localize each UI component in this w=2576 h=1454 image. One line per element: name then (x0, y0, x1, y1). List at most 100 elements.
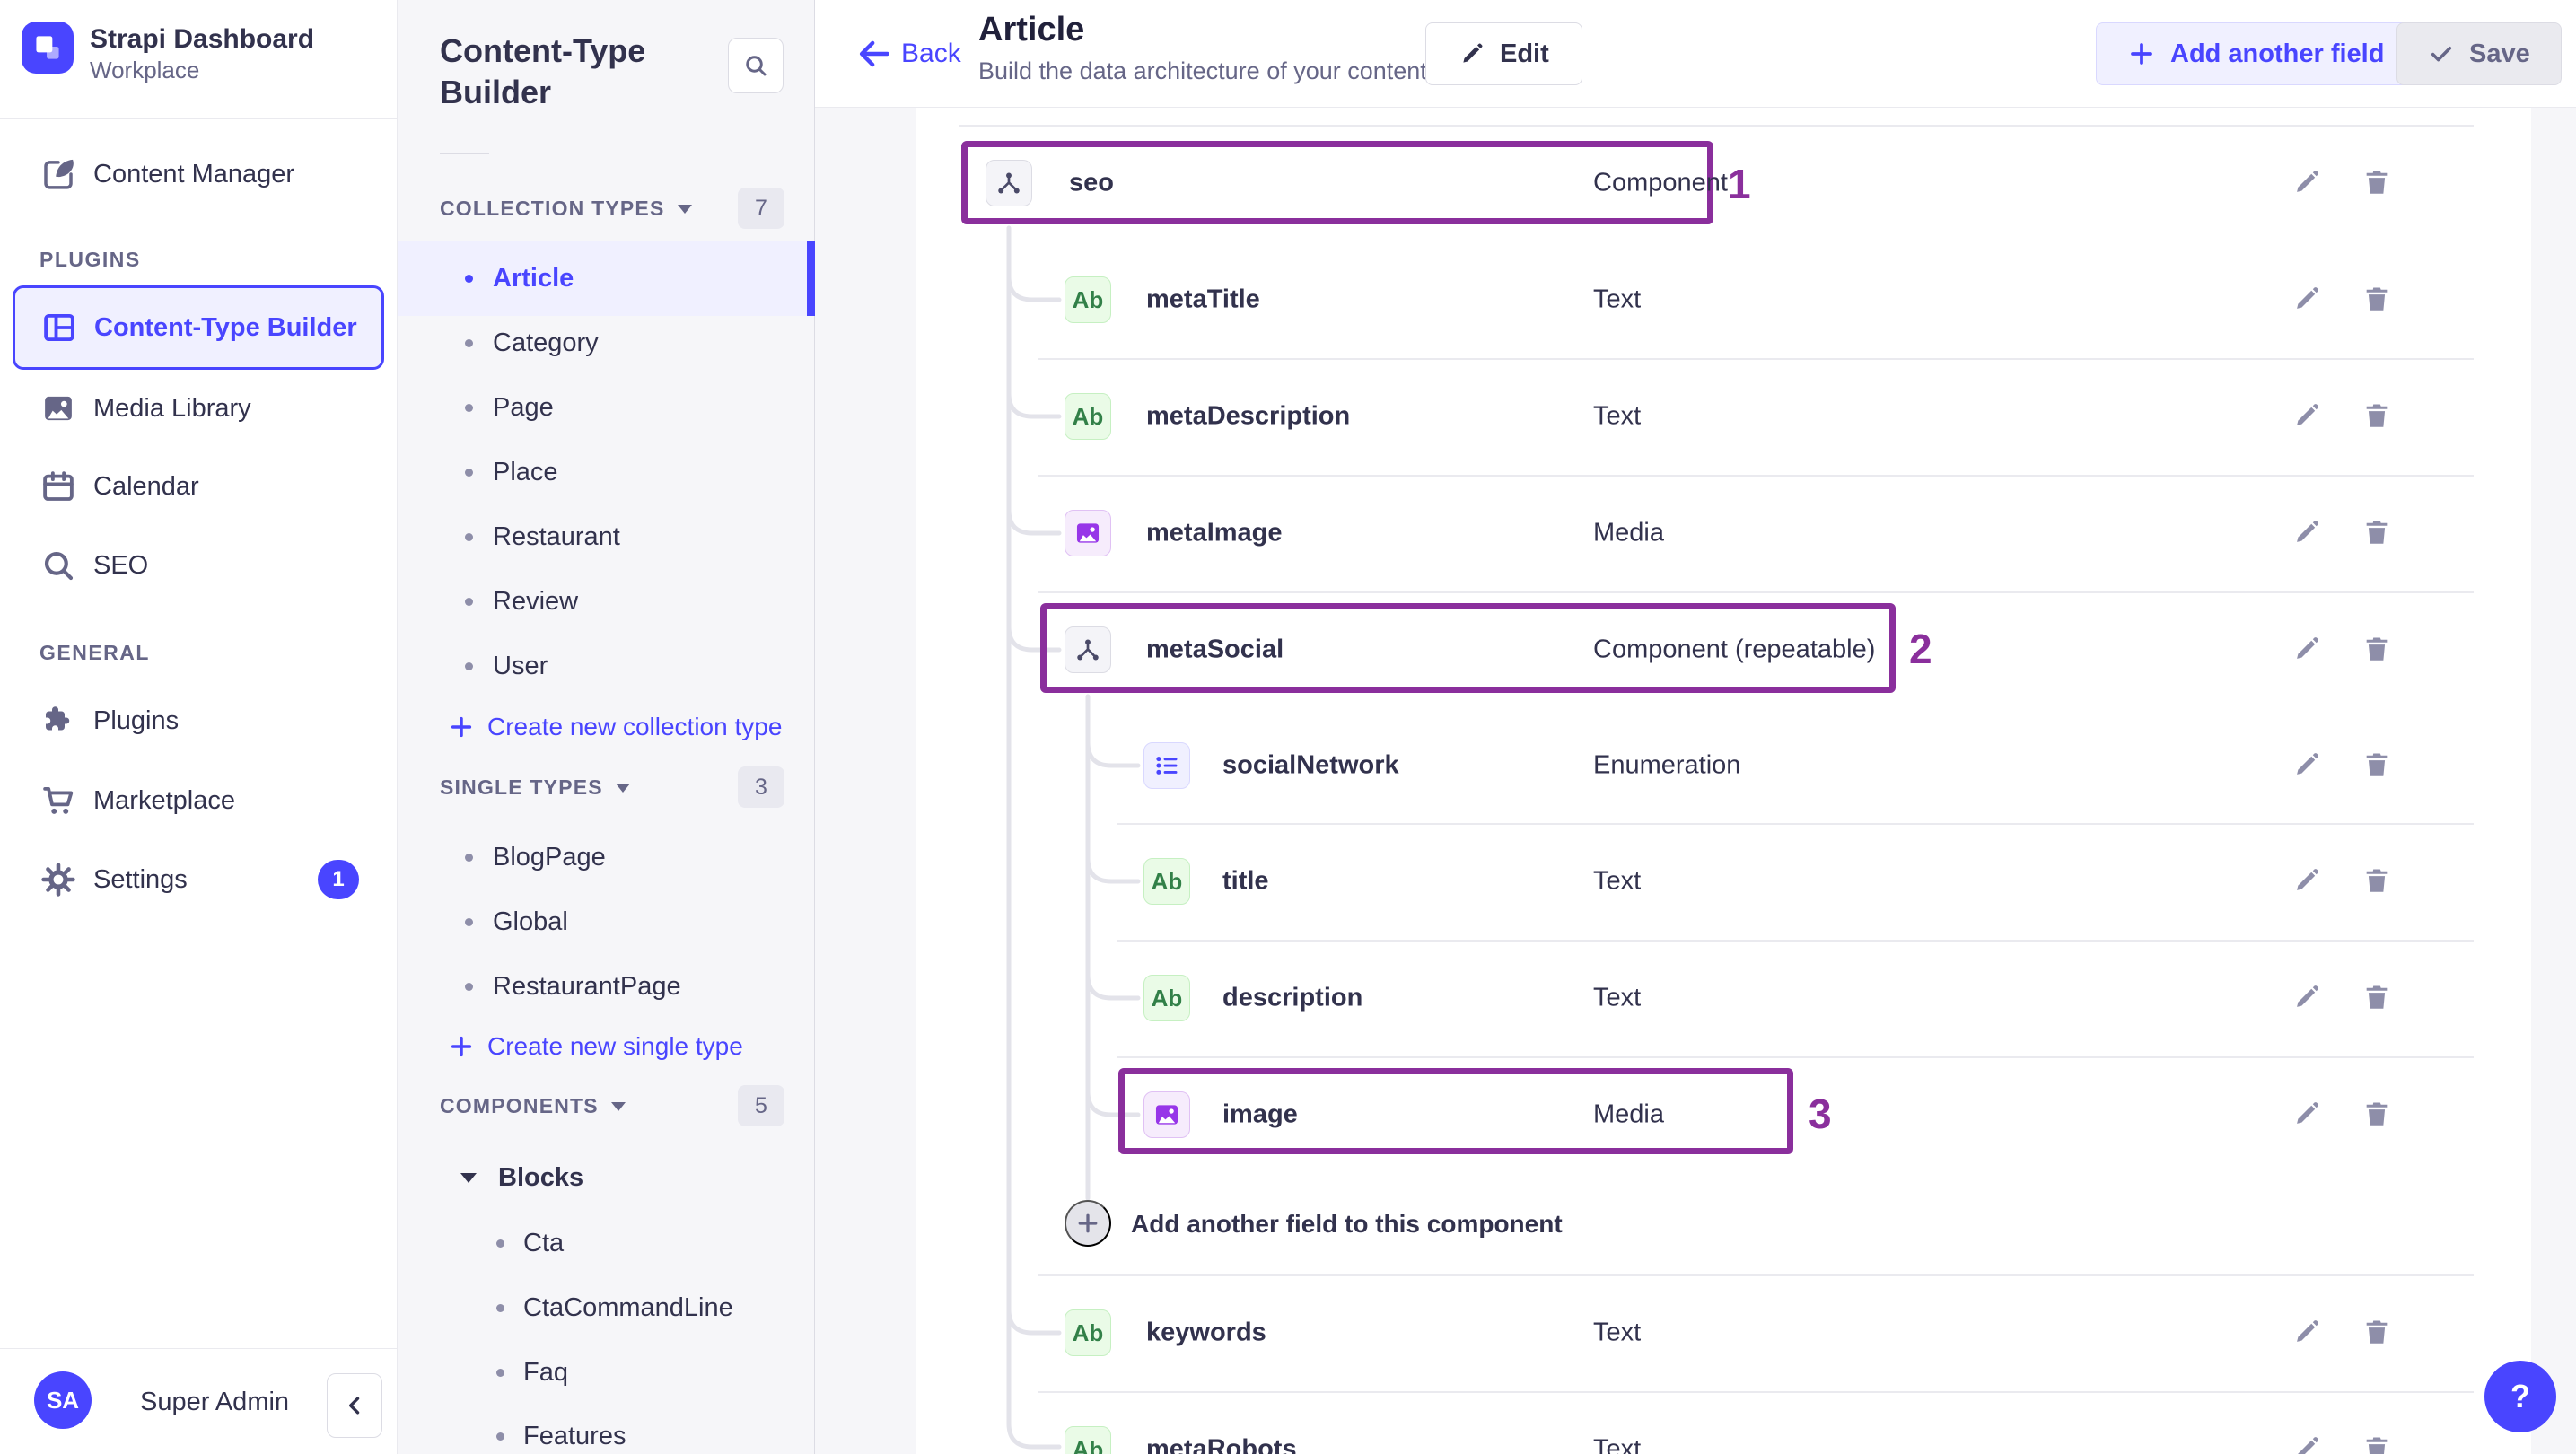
edit-field-button[interactable] (2287, 280, 2326, 320)
delete-field-button[interactable] (2357, 746, 2396, 785)
sidebar-item-plugins[interactable]: Plugins (0, 691, 398, 750)
sidebar-item-seo[interactable]: SEO (0, 536, 398, 595)
collapse-sidebar-button[interactable] (327, 1373, 382, 1438)
pencil-icon (2291, 167, 2322, 197)
edit-field-button[interactable] (2287, 163, 2326, 203)
divider (1117, 823, 2474, 825)
pencil-icon (2291, 400, 2322, 431)
subnav-item-global[interactable]: Global (398, 889, 815, 954)
field-row-metasocial[interactable]: metaSocial Component (repeatable) (916, 591, 2531, 708)
edit-field-button[interactable] (2287, 862, 2326, 901)
single-types-header[interactable]: SINGLE TYPES (440, 775, 630, 800)
delete-field-button[interactable] (2357, 1430, 2396, 1454)
sidebar-item-label: Plugins (93, 705, 180, 735)
subnav-item-place[interactable]: Place (398, 440, 815, 504)
add-another-field-button[interactable]: Add another field (2096, 22, 2416, 85)
add-field-label: Add another field (2170, 39, 2385, 68)
field-row-keywords[interactable]: Ab keywords Text (916, 1274, 2531, 1391)
field-type: Enumeration (1593, 750, 1741, 780)
field-name: metaSocial (1146, 635, 1284, 664)
subnav-item-category[interactable]: Category (398, 311, 815, 375)
delete-field-button[interactable] (2357, 978, 2396, 1018)
chevron-down-icon (677, 204, 692, 214)
subnav-item-faq[interactable]: Faq (398, 1340, 815, 1405)
create-collection-type-link[interactable]: Create new collection type (398, 695, 815, 759)
edit-field-button[interactable] (2287, 1313, 2326, 1353)
field-type: Text (1593, 866, 1642, 896)
text-field-icon: Ab (1065, 1426, 1111, 1454)
section-label: COLLECTION TYPES (440, 197, 665, 220)
delete-field-button[interactable] (2357, 862, 2396, 901)
delete-field-button[interactable] (2357, 163, 2396, 203)
edit-field-button[interactable] (2287, 978, 2326, 1018)
sidebar-item-content-type-builder[interactable]: Content-Type Builder (13, 285, 384, 370)
bullet-icon (465, 853, 473, 862)
bullet-icon (465, 532, 473, 541)
field-row-title[interactable]: Ab title Text (916, 823, 2531, 940)
subnav-item-restaurantpage[interactable]: RestaurantPage (398, 954, 815, 1019)
subnav-item-restaurant[interactable]: Restaurant (398, 504, 815, 569)
subnav-item-user[interactable]: User (398, 634, 815, 698)
field-row-metaimage[interactable]: metaImage Media (916, 475, 2531, 591)
app-title: Strapi Dashboard (90, 24, 315, 54)
avatar[interactable]: SA (34, 1371, 92, 1429)
create-single-type-link[interactable]: Create new single type (398, 1014, 815, 1079)
sidebar-item-content-manager[interactable]: Content Manager (0, 145, 398, 204)
edit-field-button[interactable] (2287, 1095, 2326, 1134)
delete-field-button[interactable] (2357, 630, 2396, 670)
page-header: Back Article Build the data architecture… (815, 0, 2576, 108)
components-header[interactable]: COMPONENTS (440, 1094, 626, 1118)
chevron-left-icon (339, 1390, 370, 1421)
save-button[interactable]: Save (2396, 22, 2562, 85)
subnav-item-label: RestaurantPage (493, 971, 681, 1001)
field-row-image[interactable]: image Media (916, 1056, 2531, 1173)
help-button[interactable]: ? (2484, 1361, 2556, 1432)
field-row-seo[interactable]: seo Component (916, 125, 2531, 241)
sidebar-item-marketplace[interactable]: Marketplace (0, 771, 398, 830)
back-link[interactable]: Back (854, 34, 961, 74)
field-row-metarobots[interactable]: Ab metaRobots Text (916, 1391, 2531, 1454)
edit-field-button[interactable] (2287, 746, 2326, 785)
settings-notification-badge: 1 (318, 860, 359, 899)
subnav-item-review[interactable]: Review (398, 569, 815, 634)
subnav-group-blocks[interactable]: Blocks (398, 1145, 815, 1210)
add-component-field-button[interactable] (1065, 1200, 1111, 1247)
delete-field-button[interactable] (2357, 513, 2396, 553)
search-button[interactable] (728, 38, 784, 93)
edit-field-button[interactable] (2287, 397, 2326, 436)
subnav-item-ctacommandline[interactable]: CtaCommandLine (398, 1275, 815, 1340)
subnav-item-blogpage[interactable]: BlogPage (398, 825, 815, 889)
field-type: Text (1593, 401, 1642, 431)
subnav-item-article[interactable]: Article (398, 241, 815, 316)
subnav-item-cta[interactable]: Cta (398, 1211, 815, 1275)
field-name: keywords (1146, 1318, 1266, 1347)
delete-field-button[interactable] (2357, 280, 2396, 320)
edit-field-button[interactable] (2287, 1430, 2326, 1454)
bullet-icon (465, 982, 473, 991)
field-row-metatitle[interactable]: Ab metaTitle Text (916, 241, 2531, 358)
subnav-item-features[interactable]: Features (398, 1404, 815, 1454)
pencil-icon (2291, 634, 2322, 664)
delete-field-button[interactable] (2357, 1313, 2396, 1353)
sidebar-item-media-library[interactable]: Media Library (0, 379, 398, 438)
edit-field-button[interactable] (2287, 513, 2326, 553)
collection-types-header[interactable]: COLLECTION TYPES (440, 197, 692, 221)
field-type: Text (1593, 983, 1642, 1012)
edit-field-button[interactable] (2287, 630, 2326, 670)
section-label: COMPONENTS (440, 1094, 599, 1117)
cart-icon (39, 782, 77, 819)
sidebar-item-calendar[interactable]: Calendar (0, 457, 398, 516)
pencil-icon (2291, 1433, 2322, 1454)
subnav-item-page[interactable]: Page (398, 375, 815, 440)
field-row-description[interactable]: Ab description Text (916, 940, 2531, 1056)
subnav-item-label: User (493, 651, 548, 680)
delete-field-button[interactable] (2357, 1095, 2396, 1134)
edit-button[interactable]: Edit (1425, 22, 1582, 85)
field-name: metaTitle (1146, 285, 1260, 314)
field-row-metadescription[interactable]: Ab metaDescription Text (916, 358, 2531, 475)
sidebar-item-label: SEO (93, 550, 149, 580)
add-component-field-label[interactable]: Add another field to this component (1131, 1210, 1563, 1238)
field-row-socialnetwork[interactable]: socialNetwork Enumeration (916, 707, 2531, 824)
delete-field-button[interactable] (2357, 397, 2396, 436)
sidebar-item-settings[interactable]: Settings 1 (0, 850, 398, 909)
